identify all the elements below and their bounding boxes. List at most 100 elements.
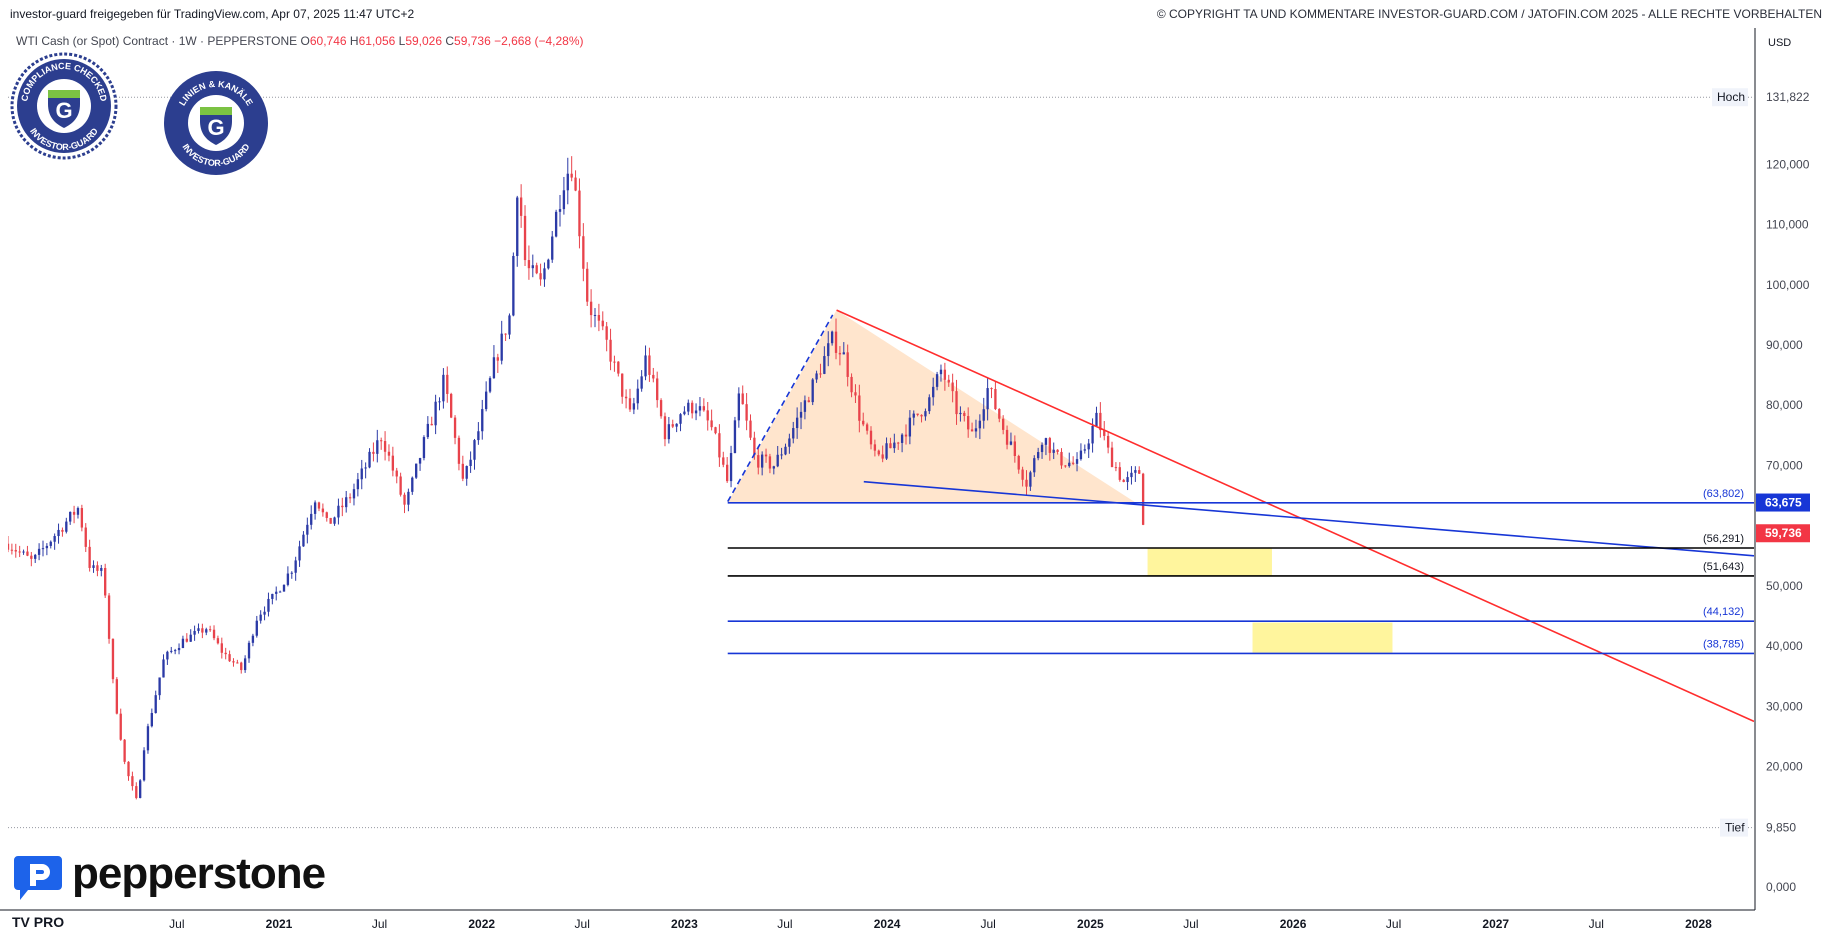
candle-body bbox=[104, 567, 107, 596]
candle bbox=[18, 545, 21, 558]
candle bbox=[162, 654, 165, 678]
candle-body bbox=[512, 255, 515, 316]
candle bbox=[57, 523, 60, 544]
candle-body bbox=[333, 517, 336, 524]
candle-body bbox=[547, 259, 550, 269]
candle bbox=[624, 389, 628, 409]
candle-body bbox=[1122, 479, 1125, 483]
candle-body bbox=[477, 431, 480, 441]
candle-body bbox=[873, 444, 877, 451]
candle bbox=[862, 412, 865, 427]
candle-body bbox=[115, 679, 119, 714]
candle bbox=[512, 252, 515, 317]
candle-body bbox=[45, 545, 49, 549]
candle bbox=[877, 449, 880, 457]
candle bbox=[368, 448, 371, 469]
candle bbox=[714, 426, 717, 435]
candle-body bbox=[671, 424, 674, 427]
candle-body bbox=[819, 373, 822, 375]
candle bbox=[955, 379, 958, 425]
candle bbox=[247, 640, 251, 663]
candle bbox=[10, 543, 14, 555]
candle bbox=[88, 539, 91, 572]
candle bbox=[589, 289, 593, 328]
candle bbox=[854, 384, 857, 404]
target-zone-1 bbox=[1147, 548, 1272, 576]
candle-body bbox=[586, 268, 589, 302]
candle bbox=[302, 531, 305, 547]
y-tick-label: 110,000 bbox=[1766, 218, 1809, 232]
symbol-legend[interactable]: WTI Cash (or Spot) Contract · 1W · PEPPE… bbox=[16, 34, 584, 48]
symbol-name[interactable]: WTI Cash (or Spot) Contract · 1W · PEPPE… bbox=[16, 34, 298, 48]
candle-body bbox=[749, 420, 752, 438]
candle bbox=[481, 399, 484, 440]
candle-body bbox=[321, 508, 325, 513]
x-tick-label: Jul bbox=[1589, 917, 1604, 931]
low-value: 59,026 bbox=[405, 34, 443, 48]
candle bbox=[869, 426, 873, 450]
candle bbox=[764, 448, 768, 463]
candle-body bbox=[523, 215, 527, 261]
candle-body bbox=[1033, 458, 1036, 473]
candle bbox=[310, 505, 313, 530]
candle-body bbox=[609, 339, 612, 362]
candle-body bbox=[306, 524, 309, 535]
candle bbox=[893, 433, 896, 453]
candle bbox=[811, 378, 814, 406]
candle bbox=[1075, 452, 1079, 472]
candle-body bbox=[201, 628, 204, 633]
publisher-note: investor-guard freigegeben für TradingVi… bbox=[10, 7, 415, 21]
candle bbox=[477, 422, 480, 445]
candle-body bbox=[807, 400, 810, 403]
candle-body bbox=[271, 593, 274, 599]
candle-body bbox=[123, 739, 126, 762]
candle bbox=[827, 331, 830, 367]
candle bbox=[391, 446, 395, 477]
candle bbox=[621, 373, 624, 404]
candle bbox=[80, 504, 84, 532]
candle bbox=[434, 394, 437, 435]
candle-body bbox=[621, 373, 624, 397]
candle bbox=[166, 650, 169, 665]
x-tick-label: Jul bbox=[575, 917, 590, 931]
candle bbox=[924, 408, 927, 421]
candle bbox=[415, 463, 418, 480]
candle-body bbox=[446, 374, 449, 394]
candle bbox=[998, 408, 1001, 423]
candle bbox=[784, 443, 787, 456]
candle-body bbox=[1095, 412, 1098, 427]
level-label-4: (44,132) bbox=[1703, 606, 1744, 618]
candle-body bbox=[827, 343, 830, 357]
candle bbox=[733, 416, 737, 454]
candle bbox=[115, 677, 119, 715]
candle bbox=[846, 344, 849, 387]
candle-body bbox=[967, 416, 970, 430]
candle-body bbox=[131, 776, 134, 787]
candle-body bbox=[1134, 470, 1137, 473]
chart-pane bbox=[8, 96, 1754, 829]
candle-body bbox=[959, 412, 962, 415]
candle-body bbox=[8, 543, 10, 550]
candle bbox=[22, 549, 25, 555]
tradingview-logo: TV PRO bbox=[12, 914, 65, 930]
candle bbox=[897, 441, 900, 450]
candle bbox=[543, 262, 546, 287]
candle-body bbox=[189, 634, 192, 642]
candle bbox=[819, 363, 822, 378]
candle bbox=[873, 439, 877, 457]
candle bbox=[675, 423, 678, 433]
candle bbox=[737, 387, 740, 428]
level-label-5: (38,785) bbox=[1703, 638, 1744, 650]
candle bbox=[1009, 432, 1013, 446]
candle bbox=[208, 625, 212, 632]
candle bbox=[1052, 442, 1055, 460]
candle bbox=[1130, 466, 1133, 485]
x-tick-label: Jul bbox=[1386, 917, 1401, 931]
candle-body bbox=[733, 420, 737, 454]
candle-body bbox=[679, 414, 682, 424]
candle-body bbox=[80, 508, 84, 528]
candle bbox=[170, 646, 173, 654]
candle-body bbox=[329, 517, 332, 524]
candle-body bbox=[764, 454, 768, 457]
